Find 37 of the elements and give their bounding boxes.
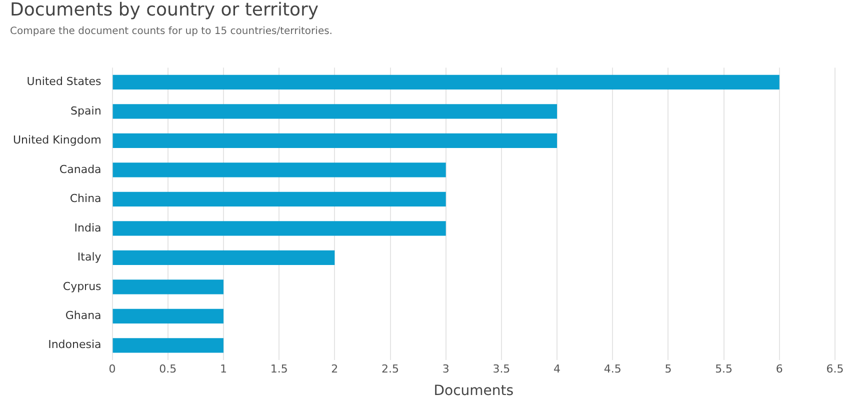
x-tick-label: 1.5 xyxy=(270,362,288,376)
x-tick-label: 2.5 xyxy=(382,362,400,376)
bar xyxy=(112,104,558,119)
y-tick-label: Italy xyxy=(77,250,102,264)
x-tick-label: 3 xyxy=(442,362,450,376)
bar xyxy=(112,192,446,206)
y-tick-label: Indonesia xyxy=(48,338,102,352)
x-tick-label: 0.5 xyxy=(159,362,177,376)
bar xyxy=(112,221,446,236)
x-tick-label: 0 xyxy=(108,362,116,376)
x-tick-label: 2 xyxy=(331,362,338,376)
x-tick-label: 4 xyxy=(554,362,561,376)
y-tick-label: United States xyxy=(26,75,102,88)
y-tick-label: India xyxy=(74,221,102,234)
y-tick-label: Canada xyxy=(59,162,102,176)
x-tick-label: 5 xyxy=(664,362,672,376)
x-tick-label: 4.5 xyxy=(604,362,622,376)
x-axis-title: Documents xyxy=(434,383,514,400)
x-tick-label: 6.5 xyxy=(826,362,844,376)
y-tick-label: Spain xyxy=(70,104,102,118)
y-tick-label: China xyxy=(70,192,102,206)
bar xyxy=(112,133,558,148)
y-tick-label: United Kingdom xyxy=(12,134,102,147)
x-tick-label: 6 xyxy=(776,362,783,376)
x-tick-label: 1 xyxy=(220,362,227,376)
bar xyxy=(112,338,224,353)
chart-title: Documents by country or territory xyxy=(10,0,319,20)
chart-subtitle: Compare the document counts for up to 15 countries/territories. xyxy=(10,26,332,38)
y-tick-label: Cyprus xyxy=(62,280,102,293)
bar xyxy=(112,250,335,265)
bar xyxy=(112,280,224,294)
x-tick-label: 5.5 xyxy=(715,362,733,376)
x-tick-label: 3.5 xyxy=(492,362,510,376)
bar xyxy=(112,74,780,90)
y-tick-label: Ghana xyxy=(65,309,102,322)
bar xyxy=(112,162,446,178)
bar xyxy=(112,308,224,324)
